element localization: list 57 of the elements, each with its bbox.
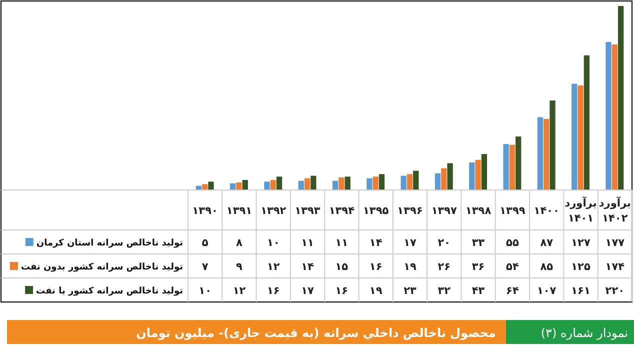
data-label: ۱۵ xyxy=(335,261,349,273)
data-label: ۲۶ xyxy=(438,261,451,273)
x-tick-label: ۱۳۹۸ xyxy=(465,205,492,217)
data-label: ۵۵ xyxy=(506,237,520,249)
data-label: ۸ xyxy=(236,237,244,249)
text: نمودار شماره (۳) xyxy=(540,326,628,340)
data-label: ۲۰ xyxy=(438,237,451,249)
data-label: ۱۲ xyxy=(232,285,246,297)
legend-label: تولید ناخالص سرانه کشور بدون نفت xyxy=(20,262,183,272)
data-label: ۱۹ xyxy=(404,261,417,273)
text: محصول ناخالص داخلي سرانه (به قيمت جاری)- ميليون تومان xyxy=(136,326,496,340)
data-label: ۳۶ xyxy=(472,261,485,273)
data-label: ۱۲۷ xyxy=(571,237,591,249)
x-tick-label: ۱۳۹۵ xyxy=(363,205,390,217)
data-label: ۵۴ xyxy=(506,261,520,273)
data-label: ۱۶ xyxy=(369,261,382,273)
data-label: ۱۲ xyxy=(266,261,280,273)
x-tick-label: ۱۳۹۲ xyxy=(260,205,287,217)
x-tick-label: ۱۳۹۴ xyxy=(328,205,356,217)
data-label: ۱۷ xyxy=(301,285,315,297)
data-label: ۱۷۴ xyxy=(605,261,626,273)
data-label: ۲۲۰ xyxy=(605,285,625,297)
data-label: ۷ xyxy=(202,261,209,273)
data-label: ۸۷ xyxy=(540,237,554,249)
data-label: ۲۳ xyxy=(404,285,417,297)
data-label: ۱۹ xyxy=(369,285,383,297)
data-label: ۴۳ xyxy=(472,285,486,297)
data-label: ۱۰ xyxy=(198,285,212,297)
data-label: ۱۱ xyxy=(301,237,314,249)
x-tick-label: برآورد ۱۴۰۲ xyxy=(598,196,631,224)
data-label: ۱۷۷ xyxy=(605,237,626,249)
data-label: ۱۴ xyxy=(369,237,383,249)
data-label: ۳۳ xyxy=(472,237,486,249)
data-label: ۸۵ xyxy=(540,261,554,273)
data-label: ۳۲ xyxy=(438,285,452,297)
x-tick-label: برآورد ۱۴۰۱ xyxy=(564,196,597,224)
x-tick-label: ۱۴۰۰ xyxy=(534,205,560,217)
data-label: ۶۴ xyxy=(506,285,520,297)
x-tick-label: ۱۳۹۷ xyxy=(431,205,458,217)
data-label: ۱۲۵ xyxy=(571,261,591,273)
x-tick-label: ۱۳۹۳ xyxy=(294,205,321,217)
data-label: ۵ xyxy=(202,237,209,249)
data-label: ۱۴ xyxy=(301,261,315,273)
data-label: ۱۶ xyxy=(266,285,280,297)
data-label: ۱۶۱ xyxy=(571,285,590,297)
data-label: ۱۰ xyxy=(266,237,280,249)
data-label: ۹ xyxy=(236,261,244,273)
x-tick-label: ۱۳۹۶ xyxy=(397,205,423,217)
x-tick-label: ۱۳۹۱ xyxy=(226,205,252,217)
data-label: ۱۱ xyxy=(335,237,348,249)
data-label: ۱۷ xyxy=(404,237,417,249)
x-tick-label: ۱۳۹۰ xyxy=(192,205,218,217)
x-tick-label: ۱۳۹۹ xyxy=(500,205,526,217)
legend-label: تولید ناخالص سرانه استان کرمان xyxy=(36,238,183,248)
data-label: ۱۰۷ xyxy=(537,285,557,297)
data-label: ۱۶ xyxy=(335,285,348,297)
legend-label: تولید ناخالص سرانه کشور با نفت xyxy=(36,286,183,296)
